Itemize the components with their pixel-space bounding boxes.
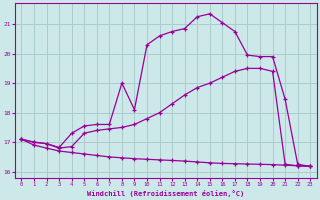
X-axis label: Windchill (Refroidissement éolien,°C): Windchill (Refroidissement éolien,°C) [87, 190, 244, 197]
